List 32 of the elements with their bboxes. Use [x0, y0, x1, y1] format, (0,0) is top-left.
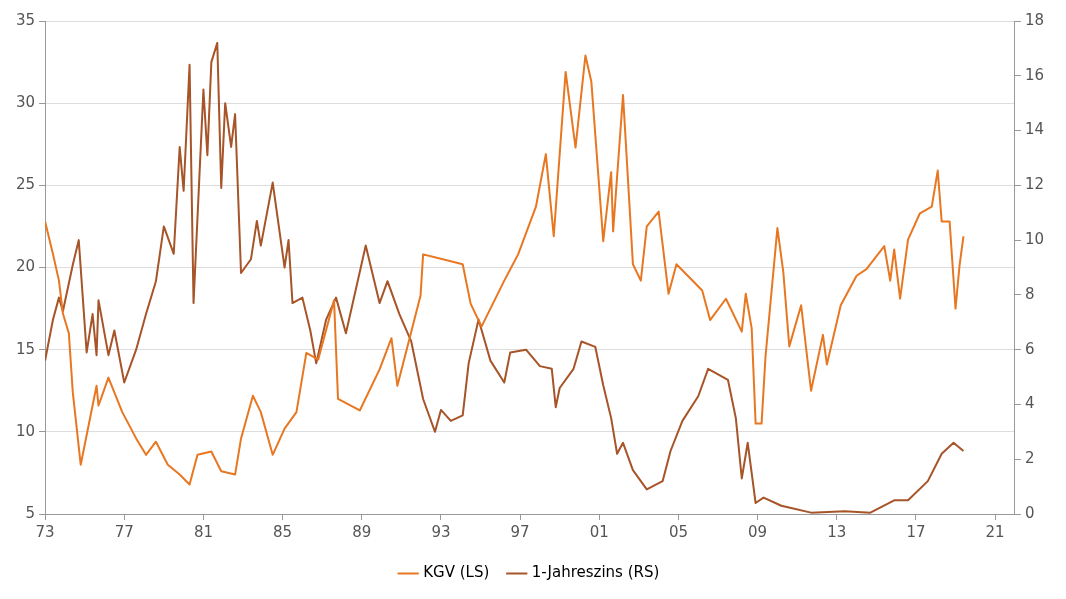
y2-tick-label: 18	[1024, 10, 1045, 29]
x-tick-label: 13	[827, 522, 847, 541]
x-tick-label: 81	[193, 522, 213, 541]
x-tick-label: 17	[906, 522, 926, 541]
y-tick-label: 25	[15, 175, 36, 194]
y2-tick-label: 0	[1024, 503, 1035, 522]
x-tick-label: 21	[985, 522, 1005, 541]
y2-tick-label: 14	[1024, 120, 1045, 139]
y2-tick-label: 12	[1024, 175, 1045, 194]
y-tick-label: 15	[15, 339, 36, 358]
x-tick-label: 05	[668, 522, 688, 541]
y-tick-label: 20	[15, 257, 36, 276]
y-tick-label: 35	[15, 10, 36, 29]
x-tick-label: 93	[431, 522, 451, 541]
x-tick-label: 85	[273, 522, 293, 541]
legend-label: 1-Jahreszins (RS)	[531, 563, 660, 582]
x-tick-label: 73	[35, 522, 55, 541]
x-tick-label: 09	[748, 522, 768, 541]
y2-tick-label: 10	[1024, 230, 1045, 248]
y2-tick-label: 4	[1024, 394, 1035, 413]
x-tick-label: 77	[114, 522, 134, 541]
y2-tick-label: 16	[1024, 65, 1045, 84]
y2-tick-label: 2	[1024, 449, 1035, 468]
y2-tick-label: 6	[1024, 339, 1035, 358]
x-tick-label: 97	[510, 522, 530, 541]
x-tick-label: 89	[352, 522, 372, 541]
y-tick-label: 10	[15, 421, 36, 440]
y2-tick-label: 8	[1024, 284, 1035, 303]
x-tick-label: 01	[589, 522, 609, 541]
legend-label: KGV (LS)	[423, 563, 490, 582]
y-tick-label: 30	[15, 93, 36, 112]
y-tick-label: 5	[25, 503, 36, 522]
